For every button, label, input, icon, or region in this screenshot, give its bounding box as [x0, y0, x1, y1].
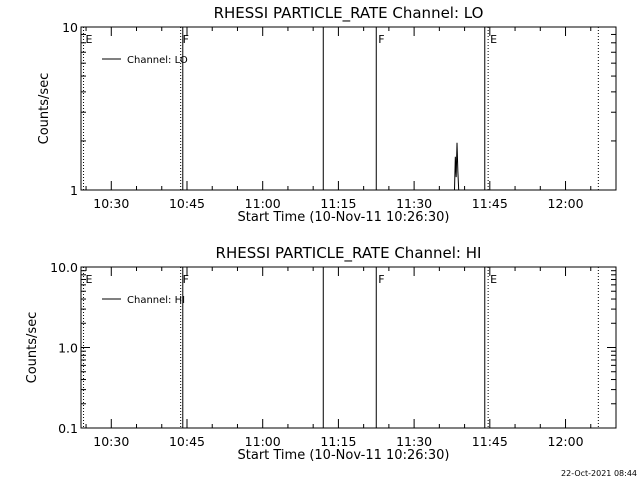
y-axis-label: Counts/sec	[37, 73, 52, 145]
time-marker-label: F	[183, 273, 189, 286]
y-tick-label: 1.0	[58, 341, 78, 356]
x-tick-label: 11:45	[472, 434, 508, 449]
y-tick-label: 0.1	[58, 421, 78, 436]
footer-timestamp: 22-Oct-2021 08:44	[561, 469, 637, 478]
x-tick-label: 12:00	[548, 434, 584, 449]
legend-entry: Channel: LO	[127, 55, 188, 66]
x-tick-label: 11:15	[320, 196, 356, 211]
time-marker-label: E	[490, 33, 497, 46]
time-marker-label: F	[183, 33, 189, 46]
x-tick-label: 11:00	[245, 196, 281, 211]
plot-frame	[80, 266, 617, 429]
panel-lo: RHESSI PARTICLE_RATE Channel: LO 10:30 10:…	[37, 4, 617, 225]
chart-title: RHESSI PARTICLE_RATE Channel: HI	[216, 244, 482, 263]
x-tick-label: 10:45	[169, 434, 205, 449]
chart-title: RHESSI PARTICLE_RATE Channel: LO	[214, 4, 484, 23]
x-tick-label: 11:45	[472, 196, 508, 211]
x-tick-label: 11:30	[396, 196, 432, 211]
time-marker-label: E	[86, 33, 93, 46]
time-marker-label: E	[490, 273, 497, 286]
time-marker-label: F	[378, 273, 384, 286]
x-axis-label: Start Time (10-Nov-11 10:26:30)	[238, 210, 450, 225]
y-tick-label: 10	[62, 20, 78, 35]
time-marker-label: E	[86, 273, 93, 286]
x-axis-label: Start Time (10-Nov-11 10:26:30)	[238, 448, 450, 463]
x-tick-label: 10:45	[169, 196, 205, 211]
plot-frame	[80, 26, 617, 191]
y-tick-label: 10.0	[50, 260, 78, 275]
x-tick-label: 11:30	[396, 434, 432, 449]
panel-hi: RHESSI PARTICLE_RATE Channel: HI 10:30 10:…	[25, 244, 617, 463]
x-tick-label: 12:00	[548, 196, 584, 211]
y-axis-label: Counts/sec	[25, 312, 40, 384]
series-line	[453, 142, 461, 191]
x-tick-label: 10:30	[93, 196, 129, 211]
x-tick-label: 11:00	[245, 434, 281, 449]
legend-entry: Channel: HI	[127, 295, 185, 306]
x-tick-label: 11:15	[320, 434, 356, 449]
y-tick-label: 1	[70, 183, 78, 198]
time-marker-label: F	[378, 33, 384, 46]
x-tick-label: 10:30	[93, 434, 129, 449]
